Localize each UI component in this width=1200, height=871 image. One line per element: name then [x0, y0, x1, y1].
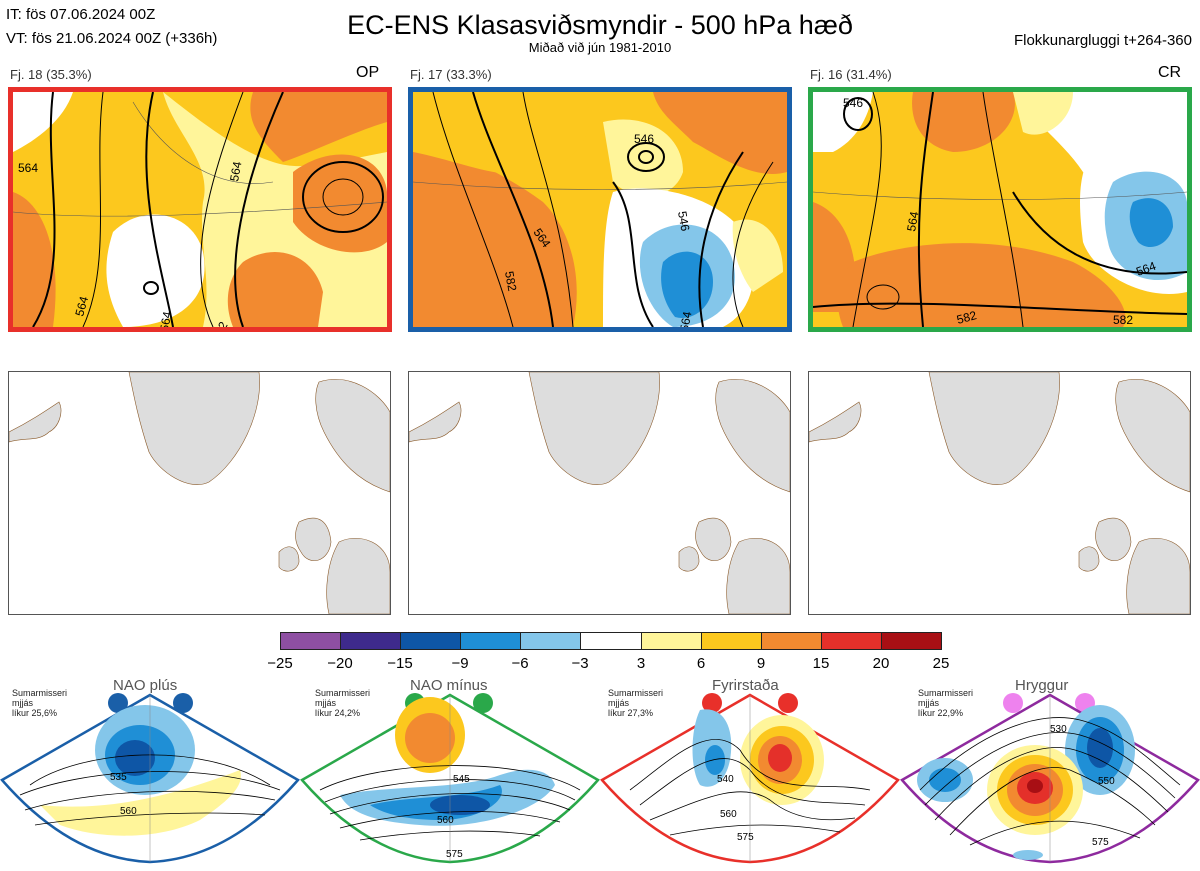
regime-2-title: NAO mínus	[410, 677, 488, 694]
colorbar-tick: 20	[872, 655, 890, 672]
colorbar-tick: −3	[571, 655, 589, 672]
regime-3-map: 540 560 575	[600, 690, 900, 865]
cluster-3-contour-label: 564	[1134, 259, 1158, 279]
regime-1-marker	[173, 693, 193, 713]
cluster-1-contour-label: 582	[208, 319, 230, 327]
cluster-2-contour-label: 546	[675, 210, 692, 232]
regime-2-label: 575	[446, 849, 463, 860]
cluster-1-label: Fj. 18 (35.3%)	[10, 67, 92, 82]
regime-3-label: 540	[717, 774, 734, 785]
regime-4-label: 550	[1098, 776, 1115, 787]
colorbar-segment	[641, 633, 702, 649]
colorbar-tick: 3	[636, 655, 646, 672]
colorbar-segment	[281, 633, 342, 649]
colorbar-segment	[761, 633, 822, 649]
initial-time: IT: fös 07.06.2024 00Z	[6, 6, 156, 23]
regime-3-marker	[778, 693, 798, 713]
cluster-1-contour-label: 564	[72, 294, 91, 317]
colorbar-tick: 6	[696, 655, 706, 672]
regime-1-marker	[108, 693, 128, 713]
regime-2-marker	[473, 693, 493, 713]
cluster-2-label: Fj. 17 (33.3%)	[410, 67, 492, 82]
colorbar-segment	[701, 633, 762, 649]
regime-2-label: 560	[437, 815, 454, 826]
regime-4-map: 530 550 575	[900, 690, 1200, 865]
colorbar-tick: −25	[267, 655, 293, 672]
regime-2-note: Sumarmisseri mjjás líkur 24,2%	[315, 688, 371, 718]
geography-map-2	[408, 371, 791, 615]
regime-1-note: Sumarmisseri mjjás líkur 25,6%	[12, 688, 68, 718]
page-title: EC-ENS Klasasviðsmyndir - 500 hPa hæð	[347, 10, 853, 40]
cluster-1-contour-label: 564	[157, 310, 174, 327]
cluster-1-map: 564 564 564 564 582	[8, 87, 392, 332]
regime-3-title: Fyrirstaða	[712, 677, 779, 694]
regime-3-label: 575	[737, 832, 754, 843]
colorbar-segment	[521, 633, 582, 649]
cluster-3-tag: CR	[1158, 64, 1182, 81]
regime-4-title: Hryggur	[1015, 677, 1069, 694]
regime-1-map: 535 560	[0, 690, 300, 865]
colorbar-segment	[581, 633, 642, 649]
colorbar	[280, 632, 942, 650]
regime-4-marker	[1003, 693, 1023, 713]
cluster-2-contour-label: 582	[502, 270, 519, 292]
colorbar-segment	[821, 633, 882, 649]
colorbar-segment	[461, 633, 522, 649]
regime-3-note: Sumarmisseri mjjás líkur 27,3%	[608, 688, 664, 718]
geography-map-3	[808, 371, 1191, 615]
cluster-2-map: 546 546 564 582 564	[408, 87, 792, 332]
regime-2-map: 545 560 575	[300, 690, 600, 865]
regime-4-label: 575	[1092, 837, 1109, 848]
cluster-3-map: 546 564 564 582 582	[808, 87, 1192, 332]
cluster-3-contour-label: 582	[1113, 313, 1133, 327]
colorbar-segment	[341, 633, 402, 649]
cluster-3-contour-label: 564	[904, 210, 921, 232]
regime-1-label: 535	[110, 772, 127, 783]
regime-3-marker	[702, 693, 722, 713]
regime-4-note: Sumarmisseri mjjás líkur 22,9%	[918, 688, 974, 718]
valid-time: VT: fös 21.06.2024 00Z (+336h)	[6, 30, 218, 47]
cluster-3-contour-label: 582	[955, 308, 978, 327]
colorbar-tick: 25	[932, 655, 950, 672]
regime-4-label: 530	[1050, 724, 1067, 735]
cluster-1-tag: OP	[356, 64, 380, 81]
colorbar-tick: −15	[387, 655, 413, 672]
regime-3-label: 560	[720, 809, 737, 820]
cluster-1-contour-label: 564	[18, 161, 38, 175]
regime-1-title: NAO plús	[113, 677, 178, 694]
colorbar-segment	[881, 633, 942, 649]
colorbar-tick: 9	[756, 655, 766, 672]
colorbar-tick: −6	[511, 655, 529, 672]
colorbar-tick: 15	[812, 655, 830, 672]
regime-1-label: 560	[120, 806, 137, 817]
regime-2-label: 545	[453, 774, 470, 785]
page-subtitle: Miðað við jún 1981-2010	[528, 40, 672, 55]
cluster-1-contour-label: 564	[227, 160, 244, 182]
cluster-2-contour-label: 564	[677, 310, 694, 327]
colorbar-segment	[401, 633, 462, 649]
geography-map-1	[8, 371, 391, 615]
cluster-3-label: Fj. 16 (31.4%)	[810, 67, 892, 82]
colorbar-tick: −20	[327, 655, 353, 672]
cluster-2-contour-label: 546	[634, 132, 654, 146]
cluster-3-contour-label: 546	[843, 96, 863, 110]
colorbar-tick: −9	[451, 655, 469, 672]
classification-window: Flokkunargluggi t+264-360	[1013, 32, 1192, 49]
